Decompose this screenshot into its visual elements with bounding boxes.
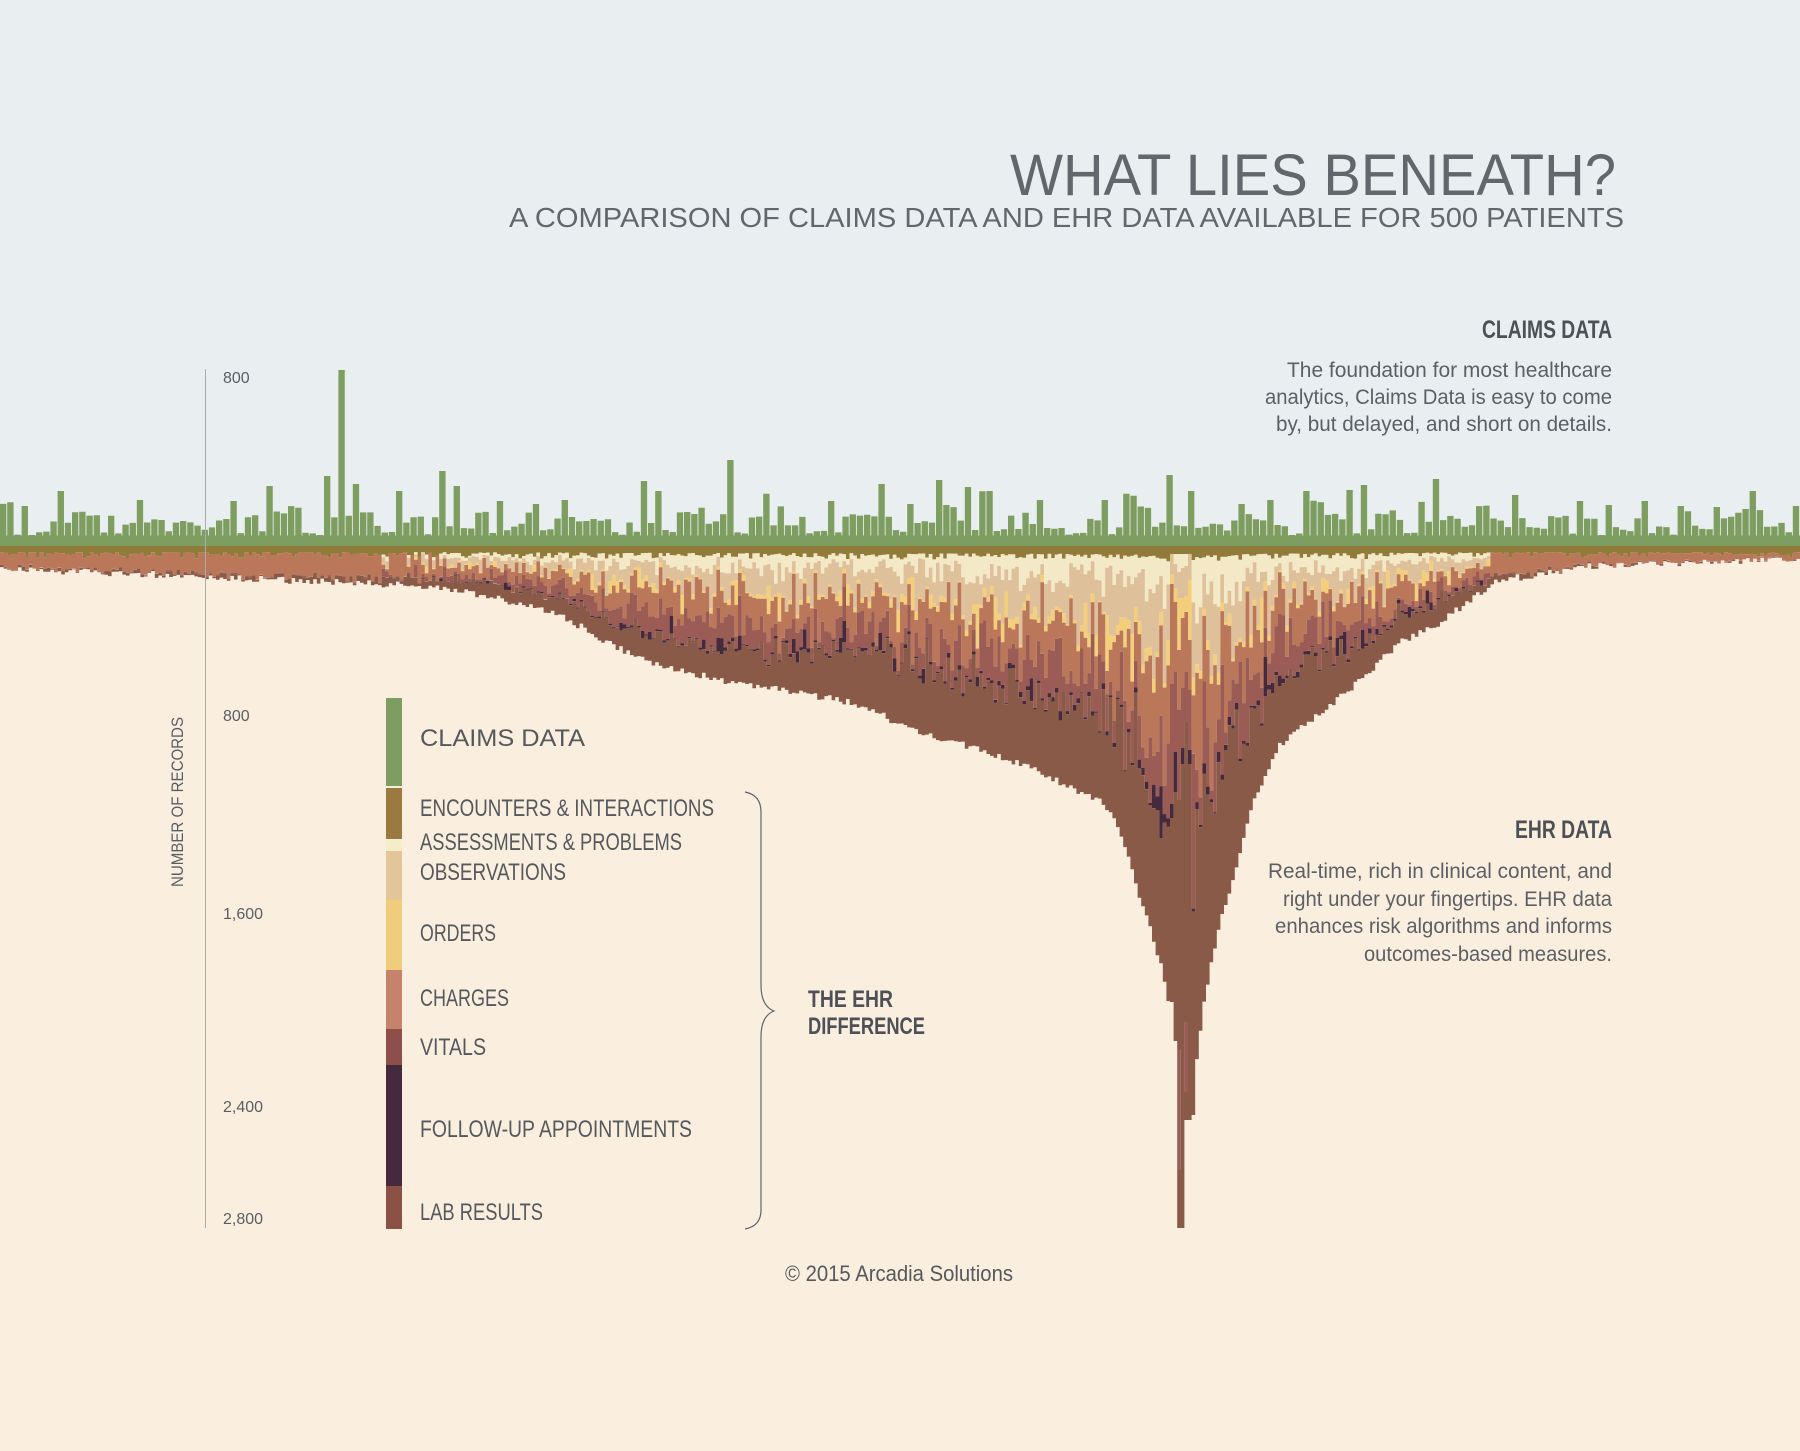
svg-text:2,800: 2,800 [223, 1211, 263, 1228]
svg-text:LAB RESULTS: LAB RESULTS [420, 1199, 543, 1226]
svg-text:outcomes-based measures.: outcomes-based measures. [1364, 943, 1612, 966]
svg-text:OBSERVATIONS: OBSERVATIONS [420, 859, 566, 886]
svg-text:1,600: 1,600 [223, 906, 263, 923]
svg-text:enhances risk algorithms and i: enhances risk algorithms and informs [1275, 915, 1612, 938]
svg-text:800: 800 [223, 370, 250, 387]
svg-text:© 2015 Arcadia Solutions: © 2015 Arcadia Solutions [785, 1261, 1013, 1286]
svg-text:ORDERS: ORDERS [420, 920, 496, 947]
svg-text:WHAT LIES BENEATH?: WHAT LIES BENEATH? [1010, 143, 1616, 208]
svg-text:CHARGES: CHARGES [420, 985, 509, 1012]
svg-text:ENCOUNTERS & INTERACTIONS: ENCOUNTERS & INTERACTIONS [420, 795, 714, 822]
svg-text:right under your fingertips. E: right under your fingertips. EHR data [1283, 888, 1612, 911]
svg-text:800: 800 [223, 708, 250, 725]
svg-text:A COMPARISON OF CLAIMS DATA AN: A COMPARISON OF CLAIMS DATA AND EHR DATA… [509, 202, 1624, 233]
svg-text:VITALS: VITALS [420, 1034, 486, 1061]
svg-text:CLAIMS DATA: CLAIMS DATA [1482, 316, 1612, 344]
svg-text:CLAIMS DATA: CLAIMS DATA [420, 725, 585, 752]
svg-text:EHR DATA: EHR DATA [1515, 816, 1612, 844]
svg-text:DIFFERENCE: DIFFERENCE [808, 1013, 925, 1040]
svg-text:FOLLOW-UP APPOINTMENTS: FOLLOW-UP APPOINTMENTS [420, 1116, 692, 1143]
svg-text:analytics, Claims Data is easy: analytics, Claims Data is easy to come [1265, 386, 1612, 409]
svg-text:THE EHR: THE EHR [808, 986, 893, 1013]
svg-text:ASSESSMENTS & PROBLEMS: ASSESSMENTS & PROBLEMS [420, 829, 682, 856]
svg-text:by, but delayed, and short on: by, but delayed, and short on details. [1276, 413, 1612, 436]
svg-text:Real-time, rich in clinical co: Real-time, rich in clinical content, and [1268, 860, 1612, 883]
svg-text:NUMBER OF RECORDS: NUMBER OF RECORDS [168, 717, 187, 887]
svg-text:2,400: 2,400 [223, 1099, 263, 1116]
svg-text:The foundation for most health: The foundation for most healthcare [1287, 359, 1612, 382]
